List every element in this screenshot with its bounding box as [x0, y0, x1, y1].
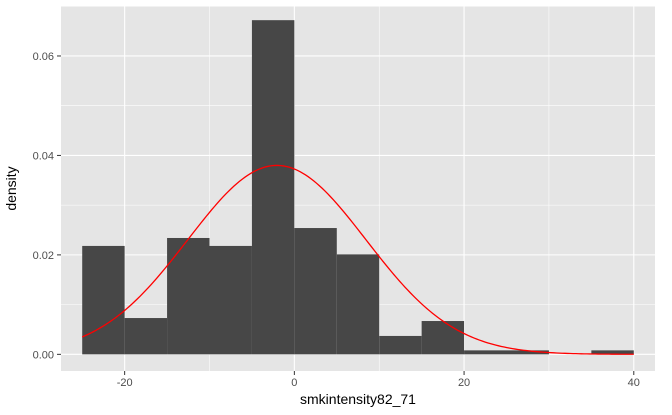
y-tick-label: 0.04	[33, 150, 54, 162]
x-tick-label: -20	[117, 377, 133, 389]
histogram-bar	[336, 254, 380, 355]
x-tick-label: 20	[458, 377, 470, 389]
y-tick-label: 0.02	[33, 250, 54, 262]
histogram-bar	[506, 350, 549, 355]
histogram-bar	[82, 245, 125, 355]
x-tick-label: 0	[291, 377, 297, 389]
axis-layer: -20 0 20 40 0.00 0.02 0.04 0.06	[33, 51, 640, 389]
histogram-bar	[379, 335, 422, 355]
histogram-bar	[294, 228, 337, 355]
density-curve	[81, 164, 634, 355]
histogram-bar	[251, 20, 295, 355]
y-tick-label: 0.00	[33, 349, 54, 361]
histogram-bar	[591, 350, 634, 355]
y-tick-label: 0.06	[33, 51, 54, 63]
bar-layer	[82, 20, 634, 355]
y-axis-title: density	[3, 166, 19, 210]
histogram-bar	[124, 318, 168, 355]
histogram-bar	[167, 237, 210, 355]
histogram-bar	[464, 350, 507, 355]
x-axis-title: smkintensity82_71	[300, 391, 416, 407]
x-tick-label: 40	[628, 377, 640, 389]
histogram-bar	[209, 245, 252, 355]
histogram-bar	[421, 321, 465, 355]
